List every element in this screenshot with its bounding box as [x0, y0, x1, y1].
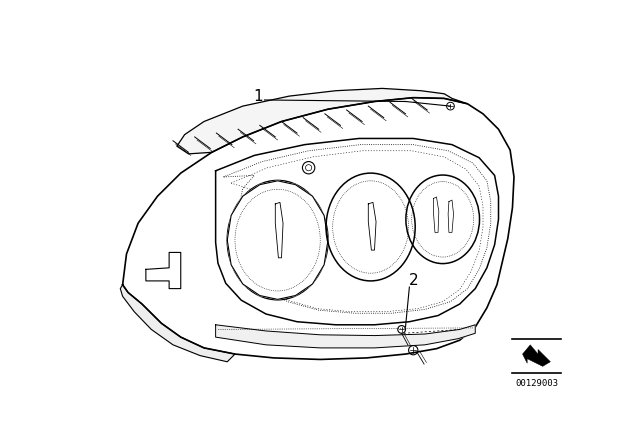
Polygon shape [275, 202, 283, 258]
Text: 1: 1 [253, 89, 263, 103]
Polygon shape [146, 252, 180, 289]
Text: 2: 2 [408, 273, 418, 289]
Polygon shape [120, 285, 235, 362]
Polygon shape [522, 345, 550, 366]
Polygon shape [123, 98, 514, 359]
Polygon shape [333, 182, 402, 265]
Polygon shape [368, 202, 376, 250]
Polygon shape [177, 88, 467, 154]
Polygon shape [448, 200, 454, 233]
Polygon shape [433, 197, 439, 233]
Polygon shape [395, 196, 452, 264]
Text: 00129003: 00129003 [515, 379, 558, 388]
Polygon shape [227, 181, 328, 299]
Polygon shape [216, 325, 476, 348]
Polygon shape [216, 138, 499, 325]
